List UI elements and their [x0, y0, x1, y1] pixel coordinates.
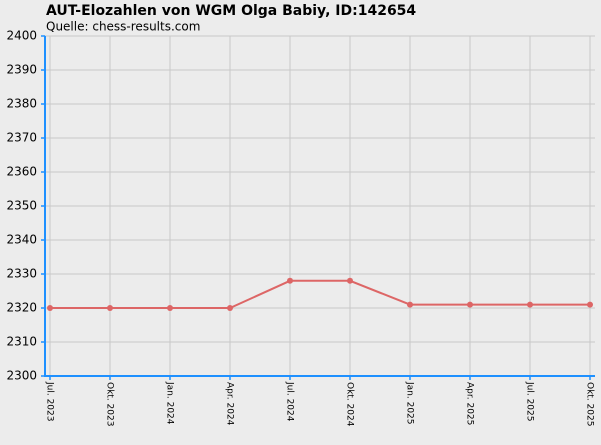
x-tick-label: Okt. 2024	[345, 382, 355, 427]
point	[527, 301, 533, 308]
y-tick-label: 2320	[6, 301, 37, 315]
y-tick-label: 2340	[6, 233, 37, 247]
x-tick-label: Jan. 2025	[405, 381, 415, 425]
point	[407, 301, 413, 308]
point	[167, 305, 173, 311]
x-tick-label: Apr. 2025	[465, 382, 475, 425]
point	[227, 305, 233, 311]
point	[587, 301, 593, 308]
y-tick-label: 2390	[6, 63, 37, 77]
line	[50, 279, 590, 309]
point	[347, 277, 353, 284]
y-tick-label: 2380	[6, 97, 37, 111]
point	[467, 301, 473, 308]
x-tick-label: Okt. 2025	[585, 382, 595, 426]
y-tick-label: 2360	[6, 165, 37, 179]
x-tick-label: Jul. 2024	[285, 381, 295, 422]
y-tick-label: 2350	[6, 199, 37, 213]
y-tick-label: 2370	[6, 131, 37, 145]
point	[287, 277, 293, 284]
point	[47, 305, 53, 311]
x-tick-label: Jul. 2023	[45, 381, 55, 422]
y-tick-label: 2300	[6, 369, 37, 383]
chart-title: AUT-Elozahlen von WGM Olga Babiy, ID:142…	[46, 3, 416, 19]
x-tick-label: Jul. 2025	[525, 381, 535, 422]
x-tick-label: Jan. 2024	[165, 381, 175, 425]
point	[107, 305, 113, 311]
y-tick-label: 2330	[6, 267, 37, 281]
chart-subtitle: Quelle: chess-results.com	[46, 20, 200, 34]
y-tick-label: 2400	[6, 29, 37, 43]
x-tick-label: Okt. 2023	[105, 382, 115, 426]
x-tick-label: Apr. 2024	[225, 382, 235, 426]
y-tick-label: 2310	[6, 335, 37, 349]
